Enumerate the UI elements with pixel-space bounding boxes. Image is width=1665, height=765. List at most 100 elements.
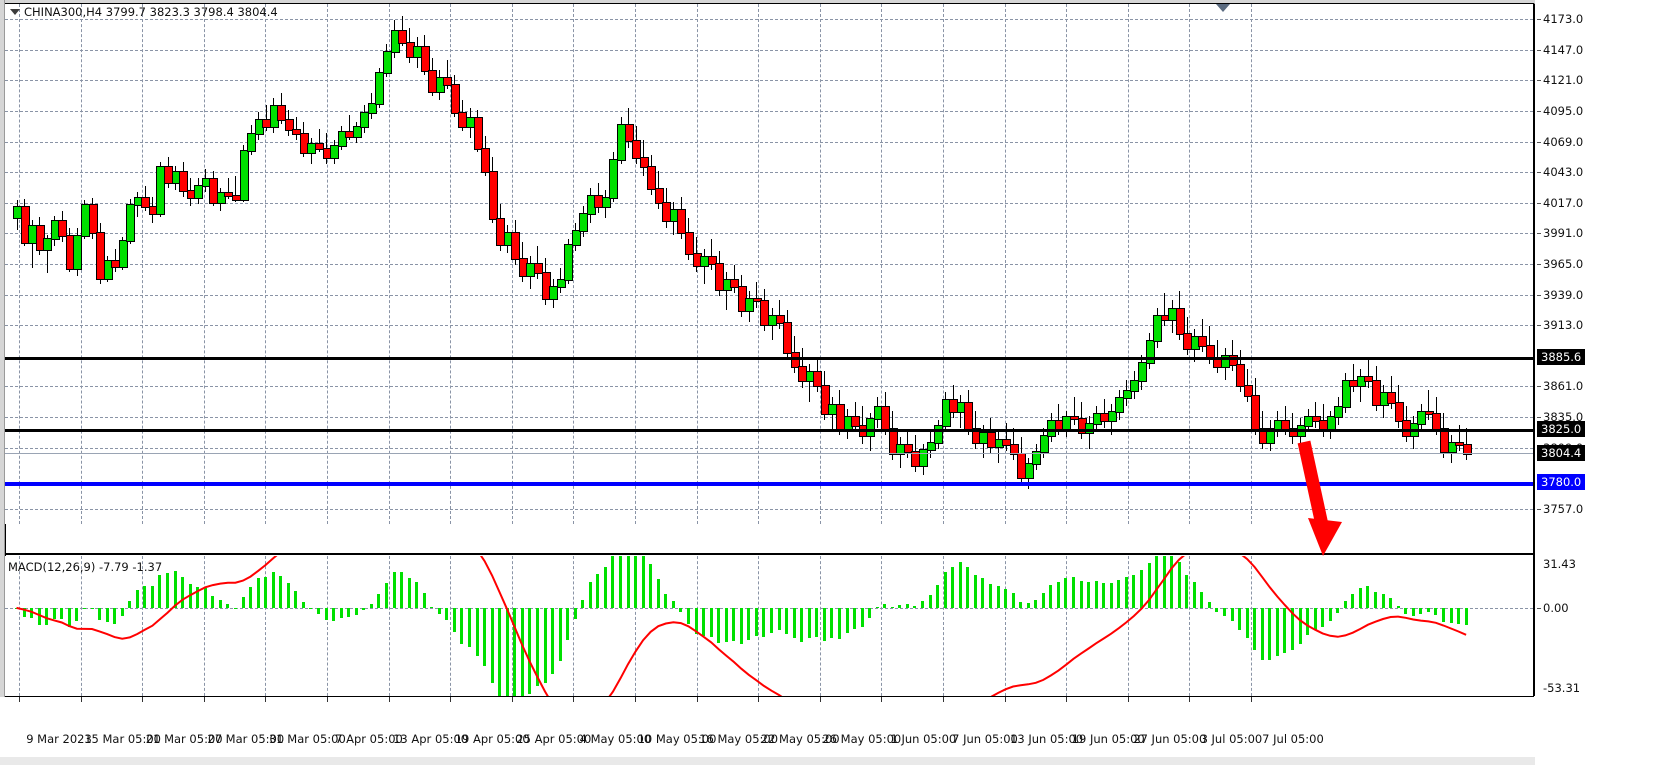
candle-body	[1107, 411, 1117, 423]
candle-wick	[349, 114, 350, 141]
macd-histogram-bar	[218, 599, 222, 608]
candle-body	[58, 220, 68, 237]
grid-hline	[5, 294, 1533, 296]
candle-body	[96, 232, 106, 281]
grid-vline	[635, 556, 636, 696]
candle-body	[1364, 375, 1374, 383]
candle-wick	[1006, 422, 1007, 452]
price-level-support-blue[interactable]	[5, 481, 1533, 486]
macd-histogram-bar	[875, 606, 879, 608]
macd-histogram-bar	[128, 601, 132, 608]
macd-pane-top-border	[5, 553, 1534, 555]
price-level-current-price[interactable]	[5, 452, 1533, 454]
macd-histogram-bar	[460, 607, 464, 644]
macd-histogram-bar	[588, 582, 592, 608]
date-tick	[327, 697, 328, 702]
candle-body	[375, 72, 385, 105]
date-tick	[1004, 697, 1006, 702]
candle-body	[337, 131, 347, 148]
price-level-label[interactable]: 3825.0	[1537, 420, 1586, 437]
macd-histogram-bar	[1177, 562, 1181, 608]
candle-body	[511, 232, 521, 261]
macd-pane-bottom-border	[5, 695, 1534, 697]
macd-histogram-bar	[1253, 607, 1257, 651]
macd-tick-label: 31.43	[1543, 557, 1576, 571]
date-tick-label: 7 Jun 05:00	[952, 732, 1018, 746]
macd-histogram-bar	[490, 607, 494, 683]
macd-histogram-bar	[573, 607, 577, 620]
date-axis[interactable]: 9 Mar 2023 15 Mar 05:00 21 Mar 05:00 27 Mar…	[0, 697, 1535, 757]
grid-hline	[5, 386, 1533, 388]
macd-histogram-bar	[1449, 607, 1453, 624]
price-tick-label: 3913.0	[1537, 318, 1583, 332]
macd-histogram-bar	[543, 607, 547, 684]
macd-histogram-bar	[770, 607, 773, 634]
date-tick	[450, 697, 452, 702]
price-level-label[interactable]: 3780.0	[1537, 473, 1586, 490]
macd-histogram-bar	[120, 607, 124, 617]
macd-histogram-bar	[415, 581, 419, 608]
candle-body	[1070, 415, 1079, 421]
macd-histogram-bar	[1238, 607, 1242, 631]
macd-histogram-bar	[996, 586, 1000, 608]
macd-histogram-bar	[196, 587, 200, 608]
candle-wick	[1368, 359, 1369, 388]
candle-body	[820, 385, 830, 416]
candle-body	[783, 321, 793, 355]
date-tick	[943, 697, 944, 702]
macd-histogram-bar	[634, 556, 638, 608]
macd-histogram-bar	[1102, 582, 1106, 608]
macd-histogram-bar	[452, 607, 456, 633]
candle-wick	[1285, 406, 1286, 435]
macd-histogram-bar	[181, 577, 185, 608]
price-tick-label: 4147.0	[1537, 43, 1583, 57]
macd-indicator-pane[interactable]	[5, 556, 1533, 696]
candle-wick	[47, 234, 48, 274]
price-tick-label: 3965.0	[1537, 257, 1583, 271]
macd-histogram-bar	[1328, 607, 1332, 621]
macd-histogram-bar	[936, 585, 940, 608]
candle-body	[496, 218, 506, 246]
macd-histogram-bar	[754, 607, 758, 636]
candle-body	[88, 204, 98, 235]
price-level-resistance-lower[interactable]	[5, 428, 1533, 432]
candle-body	[224, 192, 234, 197]
macd-histogram-bar	[505, 607, 509, 696]
candle-body	[1236, 364, 1246, 388]
candle-body	[194, 185, 204, 199]
candle-body	[1032, 451, 1042, 465]
macd-histogram-bar	[1268, 607, 1272, 661]
price-chart-pane[interactable]	[5, 4, 1533, 524]
date-tick	[19, 697, 20, 702]
candle-body	[564, 244, 574, 282]
macd-histogram-bar	[1313, 607, 1317, 630]
candle-wick	[726, 272, 727, 310]
macd-histogram-bar	[226, 603, 230, 608]
candle-body	[73, 234, 83, 270]
macd-histogram-bar	[649, 564, 653, 608]
price-axis[interactable]: 4173.0 4147.0 4121.0 4095.0 4069.0 4043.0 4017…	[1535, 0, 1665, 765]
candle-body	[1085, 422, 1095, 435]
candle-wick	[235, 175, 236, 202]
candle-wick	[1209, 326, 1210, 364]
candle-body	[1311, 415, 1321, 423]
price-level-label[interactable]: 3804.4	[1537, 444, 1586, 461]
price-tick-label: 4121.0	[1537, 73, 1583, 87]
candle-body	[1455, 441, 1465, 446]
grid-hline	[5, 202, 1533, 204]
macd-histogram-bar	[807, 607, 811, 639]
candle-body	[382, 51, 392, 75]
price-level-resistance-upper[interactable]	[5, 357, 1533, 361]
price-level-label[interactable]: 3885.6	[1537, 349, 1586, 366]
macd-histogram-bar	[1004, 588, 1008, 608]
date-tick-label: 26 May 05:00	[822, 732, 902, 746]
macd-histogram-bar	[1124, 577, 1128, 608]
candle-body	[1341, 380, 1351, 409]
macd-histogram-bar	[1139, 569, 1143, 608]
triangle-down-icon[interactable]	[10, 8, 20, 15]
candle-body	[488, 171, 498, 221]
date-tick-label: 25 Apr 05:00	[516, 732, 592, 746]
chart-scroll-marker-icon[interactable]	[1216, 4, 1230, 12]
macd-histogram-bar	[1411, 607, 1415, 617]
